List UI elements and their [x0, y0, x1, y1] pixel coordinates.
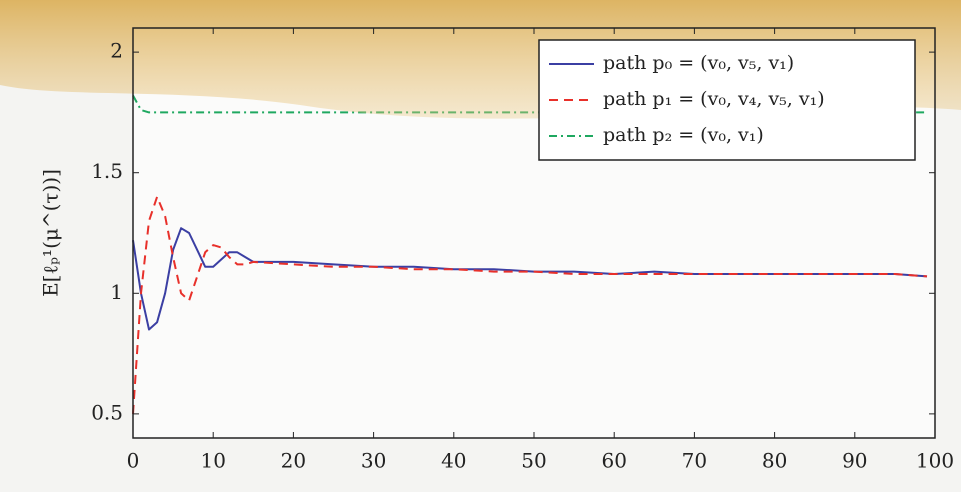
y-tick-label: 2	[110, 39, 123, 63]
legend-label: path p₁ = (v₀, v₄, v₅, v₁)	[603, 88, 825, 110]
y-tick-label: 0.5	[91, 400, 123, 424]
x-tick-label: 100	[916, 449, 954, 473]
x-tick-label: 30	[361, 449, 386, 473]
x-tick-label: 10	[200, 449, 225, 473]
y-axis-label: E[ℓₚ¹(μ^(τ))]	[39, 169, 63, 297]
legend-label: path p₀ = (v₀, v₅, v₁)	[603, 52, 794, 74]
series-line	[132, 195, 928, 414]
x-tick-label: 40	[441, 449, 466, 473]
x-tick-label: 60	[601, 449, 626, 473]
x-tick-label: 0	[127, 449, 140, 473]
legend-box	[538, 39, 916, 161]
x-tick-label: 20	[281, 449, 306, 473]
x-tick-label: 50	[521, 449, 546, 473]
x-tick-label: 70	[682, 449, 707, 473]
legend-label: path p₂ = (v₀, v₁)	[603, 124, 764, 146]
x-tick-label: 80	[762, 449, 787, 473]
y-tick-label: 1.5	[91, 159, 123, 183]
x-tick-label: 90	[842, 449, 867, 473]
legend: path p₀ = (v₀, v₅, v₁) path p₁ = (v₀, v₄,…	[538, 39, 916, 161]
y-tick-label: 1	[110, 280, 123, 304]
